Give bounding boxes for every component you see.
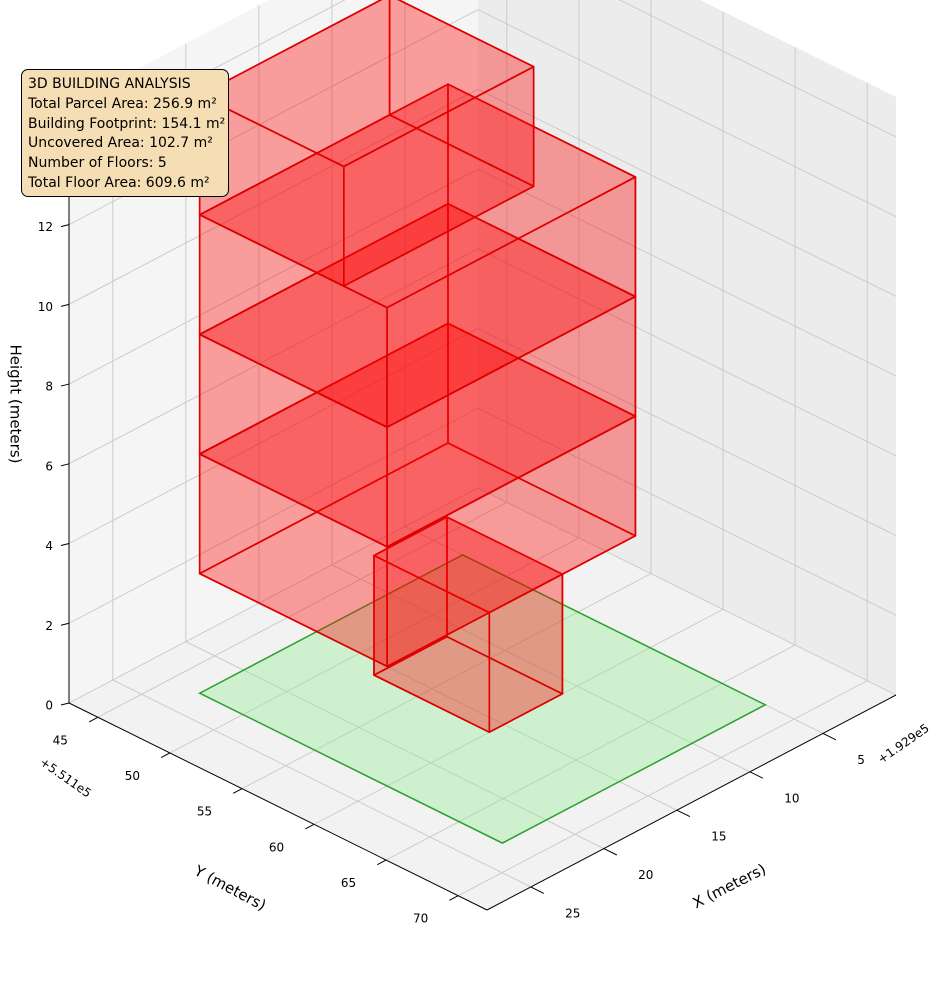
x-tick-label: 5 — [857, 753, 865, 767]
axis-lines — [60, 105, 897, 911]
building-floor-3 — [198, 203, 637, 548]
z-tick — [60, 463, 70, 467]
z-tick — [60, 224, 70, 228]
z-tick-label: 6 — [45, 459, 53, 473]
building-face — [198, 114, 535, 287]
grid-line-y — [457, 680, 868, 897]
grid-line-z — [68, 248, 479, 465]
x-axis-line — [486, 694, 897, 911]
info-uncovered-area: Uncovered Area: 102.7 m² — [28, 135, 213, 152]
z-tick — [60, 622, 70, 626]
info-total-floor-area: Total Floor Area: 609.6 m² — [28, 174, 210, 191]
grid-line-x — [112, 679, 532, 888]
x-tick — [749, 771, 764, 779]
y-offset-label: +5.511e5 — [37, 755, 94, 801]
building-face — [198, 322, 637, 548]
grid-line-z — [618, 0, 897, 138]
x-tick — [530, 886, 545, 894]
x-tick — [676, 809, 691, 818]
grid-line-y — [385, 644, 796, 861]
y-tick — [449, 895, 459, 901]
y-tick-label: 65 — [341, 876, 356, 890]
y-tick-label: 70 — [413, 912, 428, 926]
z-tick-label: 0 — [45, 699, 53, 713]
x-tick-label: 20 — [638, 868, 653, 882]
z-tick-label: 4 — [45, 539, 53, 553]
grid-line-z — [477, 487, 897, 696]
z-tick — [60, 543, 70, 547]
chart-shapes — [198, 0, 767, 844]
y-tick — [232, 788, 243, 794]
z-tick-label: 12 — [38, 220, 53, 234]
grid-line-z — [477, 407, 897, 616]
x-axis-label: X (meters) — [690, 860, 769, 912]
building-face — [198, 0, 535, 168]
grid-line-x — [185, 641, 605, 849]
grid-line-y — [97, 501, 508, 718]
grid-line-z — [477, 328, 897, 536]
floor-pane — [69, 488, 896, 910]
z-tick-label: 8 — [45, 380, 53, 394]
z-tick-label: 10 — [38, 300, 53, 314]
z-tick — [60, 383, 70, 387]
building-floor-4 — [198, 83, 637, 429]
building-face — [198, 442, 637, 668]
y-axis-line — [68, 702, 488, 911]
grid-line-z — [68, 487, 479, 704]
grid-line-z — [68, 407, 479, 624]
y-tick-label: 50 — [125, 769, 140, 783]
grid-line-x — [331, 564, 751, 773]
info-heading: 3D BUILDING ANALYSIS — [28, 76, 191, 92]
x-tick — [603, 848, 618, 856]
grid-line-z — [477, 9, 897, 218]
x-tick-label: 25 — [565, 907, 580, 921]
x-tick-label: 10 — [784, 791, 799, 805]
building-floor-2 — [198, 322, 637, 668]
info-floors: Number of Floors: 5 — [28, 155, 167, 172]
z-tick — [60, 702, 70, 706]
grid-line-z — [68, 168, 479, 385]
grid-line-z — [477, 88, 897, 297]
building-floor-5 — [198, 0, 535, 287]
parcel-platform — [198, 554, 767, 844]
building-face — [198, 203, 637, 429]
x-tick — [822, 732, 837, 741]
building-floor-1 — [373, 516, 564, 734]
y-tick — [305, 823, 315, 830]
y-tick — [377, 859, 387, 866]
grid-line-z — [477, 168, 897, 377]
y-tick-label: 45 — [53, 733, 68, 747]
z-axis-label: Height (meters) — [7, 345, 25, 464]
y-tick — [160, 752, 171, 759]
info-total-parcel-area: Total Parcel Area: 256.9 m² — [28, 95, 217, 112]
z-tick — [60, 303, 70, 307]
grid-line-z — [68, 328, 479, 544]
x-offset-label: +1.929e5 — [875, 721, 932, 767]
grid-line-z — [477, 248, 897, 457]
grid-line-y — [241, 573, 652, 790]
y-tick — [88, 716, 99, 723]
x-tick-label: 15 — [711, 830, 726, 844]
y-tick-label: 55 — [197, 805, 212, 819]
z-tick-label: 2 — [45, 619, 53, 633]
y-axis-label: Y (meters) — [190, 861, 269, 914]
info-box: 3D BUILDING ANALYSIS Total Parcel Area: … — [21, 69, 229, 197]
building-face — [373, 635, 564, 734]
y-tick-label: 60 — [269, 840, 284, 854]
right-wall-pane — [478, 0, 896, 695]
info-building-footprint: Building Footprint: 154.1 m² — [28, 115, 226, 132]
